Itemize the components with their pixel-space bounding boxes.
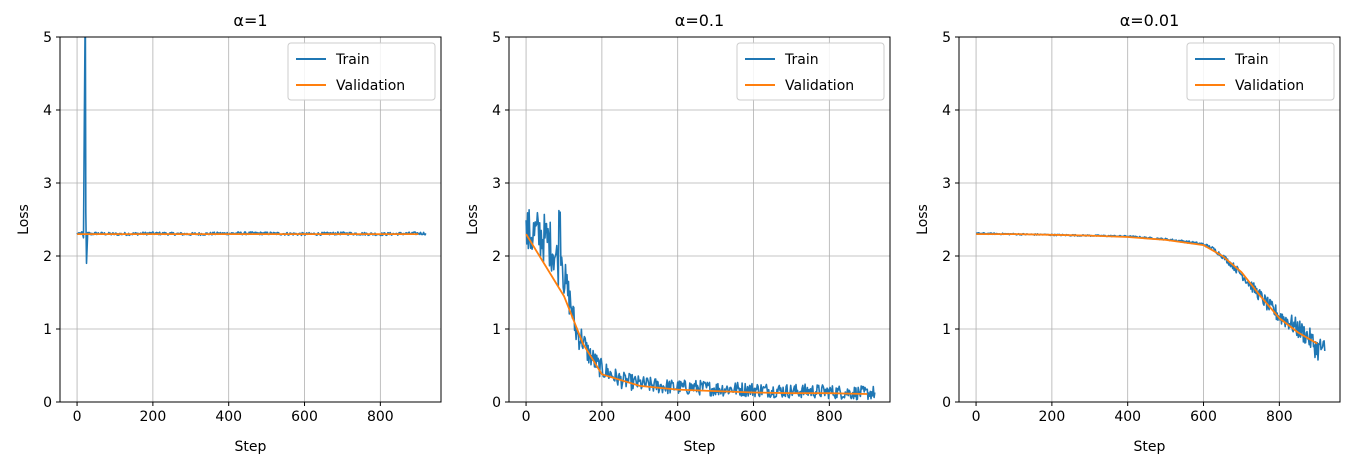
y-tick-label: 0 bbox=[942, 395, 951, 411]
y-tick-label: 3 bbox=[492, 176, 501, 192]
x-tick-label: 800 bbox=[367, 409, 394, 425]
x-tick-label: 200 bbox=[1039, 409, 1066, 425]
y-tick-label: 3 bbox=[43, 176, 52, 192]
x-tick-label: 600 bbox=[740, 409, 767, 425]
y-tick-label: 5 bbox=[492, 30, 501, 46]
plot-frame bbox=[508, 36, 891, 403]
y-tick-label: 2 bbox=[492, 249, 501, 265]
y-tick-label: 5 bbox=[43, 30, 52, 46]
x-tick-label: 800 bbox=[1266, 409, 1293, 425]
x-tick-label: 400 bbox=[664, 409, 691, 425]
x-tick-label: 200 bbox=[140, 409, 167, 425]
chart-panel-3: 0 200 400 600 800 0 1 2 3 4 5 α=0.01 Step Loss Train Va… bbox=[915, 11, 1341, 455]
y-tick-label: 5 bbox=[942, 30, 951, 46]
x-tick-label: 400 bbox=[215, 409, 242, 425]
legend-label: Validation bbox=[1235, 78, 1304, 94]
x-tick-label: 0 bbox=[972, 409, 981, 425]
chart-panel-2: 0 200 400 600 800 0 1 2 3 4 5 α=0.1 Step Loss Train Val… bbox=[465, 11, 891, 455]
x-tick-label: 400 bbox=[1114, 409, 1141, 425]
series-line-train bbox=[525, 209, 876, 401]
series-line-validation bbox=[976, 233, 1318, 345]
series-line-validation bbox=[525, 233, 868, 395]
y-tick-label: 4 bbox=[43, 103, 52, 119]
chart-title: α=1 bbox=[233, 11, 267, 30]
y-tick-label: 0 bbox=[492, 395, 501, 411]
x-tick-label: 0 bbox=[522, 409, 531, 425]
legend: Train Validation bbox=[736, 42, 885, 101]
y-tick-label: 4 bbox=[492, 103, 501, 119]
x-tick-label: 800 bbox=[816, 409, 843, 425]
legend-label: Train bbox=[1234, 52, 1269, 68]
series-line-train bbox=[975, 232, 1326, 361]
x-tick-label: 600 bbox=[291, 409, 318, 425]
chart-title: α=0.1 bbox=[675, 11, 724, 30]
plot-frame bbox=[59, 36, 442, 403]
chart-panel-1: 0 200 400 600 800 0 1 2 3 4 5 α=1 Step Loss Train Valid… bbox=[16, 11, 442, 455]
chart-title: α=0.01 bbox=[1120, 11, 1180, 30]
y-axis-label: Loss bbox=[915, 204, 931, 235]
legend-label: Train bbox=[335, 52, 370, 68]
y-tick-label: 3 bbox=[942, 176, 951, 192]
y-axis-label: Loss bbox=[16, 204, 32, 235]
y-axis-label: Loss bbox=[465, 204, 481, 235]
y-tick-label: 2 bbox=[942, 249, 951, 265]
legend-label: Validation bbox=[785, 78, 854, 94]
legend: Train Validation bbox=[1186, 42, 1335, 101]
x-tick-label: 600 bbox=[1190, 409, 1217, 425]
y-tick-label: 1 bbox=[43, 322, 52, 338]
x-axis-label: Step bbox=[684, 439, 716, 455]
x-axis-label: Step bbox=[235, 439, 267, 455]
legend: Train Validation bbox=[287, 42, 436, 101]
legend-label: Train bbox=[784, 52, 819, 68]
y-tick-label: 1 bbox=[492, 322, 501, 338]
legend-label: Validation bbox=[336, 78, 405, 94]
y-tick-label: 1 bbox=[942, 322, 951, 338]
y-tick-label: 4 bbox=[942, 103, 951, 119]
x-axis-label: Step bbox=[1134, 439, 1166, 455]
x-tick-label: 0 bbox=[73, 409, 82, 425]
plot-frame bbox=[958, 36, 1341, 403]
y-tick-label: 2 bbox=[43, 249, 52, 265]
y-tick-label: 0 bbox=[43, 395, 52, 411]
x-tick-label: 200 bbox=[589, 409, 616, 425]
